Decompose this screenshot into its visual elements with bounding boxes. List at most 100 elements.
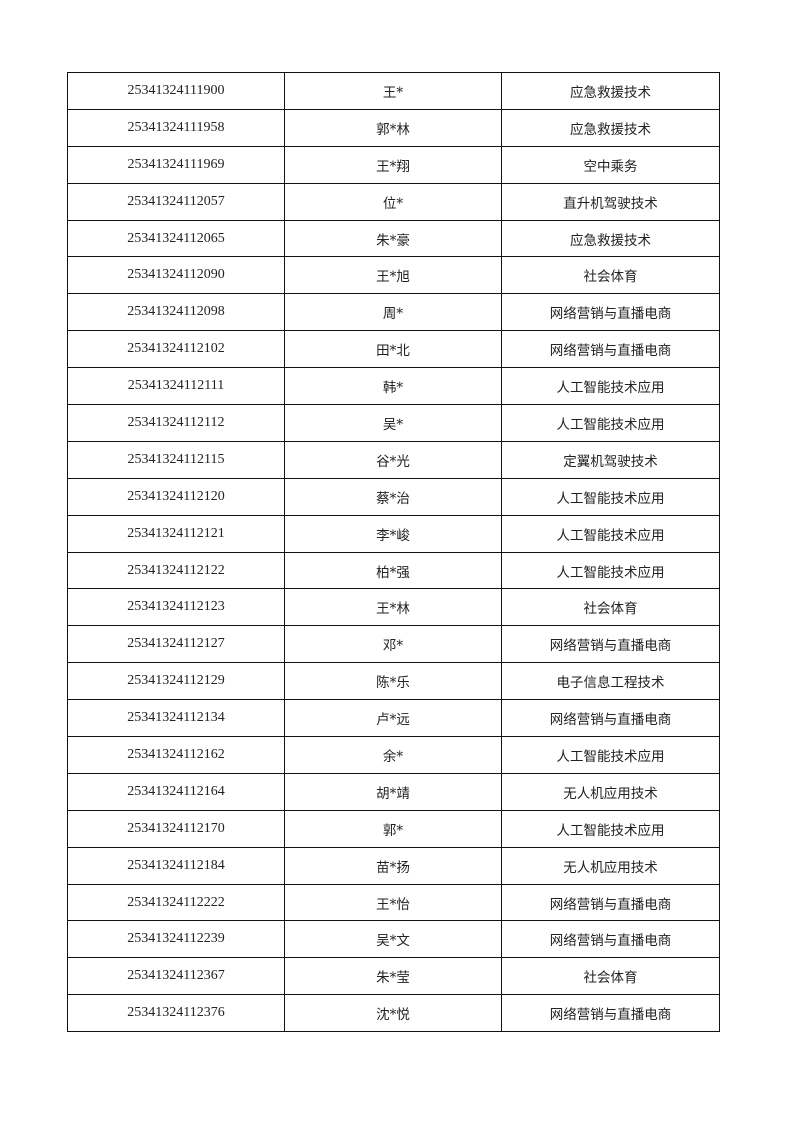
table-row: 25341324112057 位* 直升机驾驶技术 [67, 182, 720, 221]
student-id-cell: 25341324112222 [67, 883, 285, 922]
name-cell: 蔡*治 [284, 477, 502, 516]
table-row: 25341324111958 郭*林 应急救援技术 [67, 108, 720, 147]
table-row: 25341324112184 苗*扬 无人机应用技术 [67, 846, 720, 885]
name-cell: 王*旭 [284, 256, 502, 295]
table-row: 25341324112170 郭* 人工智能技术应用 [67, 809, 720, 848]
student-id-cell: 25341324112367 [67, 957, 285, 996]
name-cell: 沈*悦 [284, 994, 502, 1033]
table-row: 25341324112120 蔡*治 人工智能技术应用 [67, 477, 720, 516]
table-row: 25341324112164 胡*靖 无人机应用技术 [67, 772, 720, 811]
major-cell: 应急救援技术 [501, 72, 720, 110]
table-row: 25341324112121 李*峻 人工智能技术应用 [67, 514, 720, 553]
major-cell: 人工智能技术应用 [501, 736, 720, 774]
table-row: 25341324111969 王*翔 空中乘务 [67, 145, 720, 184]
major-cell: 应急救援技术 [501, 219, 720, 258]
table-row: 25341324112112 吴* 人工智能技术应用 [67, 404, 720, 442]
name-cell: 苗*扬 [284, 846, 502, 885]
name-cell: 王*翔 [284, 145, 502, 184]
major-cell: 无人机应用技术 [501, 846, 720, 885]
table-row: 25341324112065 朱*豪 应急救援技术 [67, 219, 720, 258]
major-cell: 网络营销与直播电商 [501, 293, 720, 332]
name-cell: 韩* [284, 367, 502, 406]
name-cell: 卢*远 [284, 699, 502, 738]
student-id-cell: 25341324112127 [67, 625, 285, 664]
table-row: 25341324112102 田*北 网络营销与直播电商 [67, 330, 720, 369]
major-cell: 网络营销与直播电商 [501, 625, 720, 664]
student-id-cell: 25341324112098 [67, 293, 285, 332]
name-cell: 田*北 [284, 330, 502, 369]
name-cell: 吴* [284, 404, 502, 442]
student-id-cell: 25341324112162 [67, 736, 285, 774]
student-id-cell: 25341324111958 [67, 108, 285, 147]
student-id-cell: 25341324111900 [67, 72, 285, 110]
student-id-cell: 25341324112112 [67, 404, 285, 442]
name-cell: 胡*靖 [284, 772, 502, 811]
table-row: 25341324112376 沈*悦 网络营销与直播电商 [67, 994, 720, 1033]
major-cell: 电子信息工程技术 [501, 662, 720, 701]
major-cell: 社会体育 [501, 256, 720, 295]
major-cell: 应急救援技术 [501, 108, 720, 147]
table-row: 25341324112239 吴*文 网络营销与直播电商 [67, 920, 720, 959]
table-row: 25341324112090 王*旭 社会体育 [67, 256, 720, 295]
student-id-cell: 25341324112376 [67, 994, 285, 1033]
name-cell: 王*怡 [284, 883, 502, 922]
name-cell: 朱*莹 [284, 957, 502, 996]
student-id-cell: 25341324111969 [67, 145, 285, 184]
name-cell: 郭*林 [284, 108, 502, 147]
name-cell: 周* [284, 293, 502, 332]
major-cell: 网络营销与直播电商 [501, 699, 720, 738]
major-cell: 人工智能技术应用 [501, 367, 720, 406]
table-row: 25341324112222 王*怡 网络营销与直播电商 [67, 883, 720, 922]
name-cell: 柏*强 [284, 551, 502, 590]
major-cell: 定翼机驾驶技术 [501, 440, 720, 479]
name-cell: 吴*文 [284, 920, 502, 959]
table-row: 25341324112122 柏*强 人工智能技术应用 [67, 551, 720, 590]
student-id-cell: 25341324112120 [67, 477, 285, 516]
major-cell: 人工智能技术应用 [501, 404, 720, 442]
student-id-cell: 25341324112111 [67, 367, 285, 406]
name-cell: 王*林 [284, 588, 502, 627]
major-cell: 网络营销与直播电商 [501, 994, 720, 1033]
name-cell: 王* [284, 72, 502, 110]
student-id-cell: 25341324112122 [67, 551, 285, 590]
major-cell: 人工智能技术应用 [501, 514, 720, 553]
table-row: 25341324112367 朱*莹 社会体育 [67, 957, 720, 996]
major-cell: 无人机应用技术 [501, 772, 720, 811]
major-cell: 空中乘务 [501, 145, 720, 184]
student-id-cell: 25341324112184 [67, 846, 285, 885]
table-row: 25341324112111 韩* 人工智能技术应用 [67, 367, 720, 406]
student-id-cell: 25341324112065 [67, 219, 285, 258]
student-id-cell: 25341324112239 [67, 920, 285, 959]
student-id-cell: 25341324112134 [67, 699, 285, 738]
name-cell: 余* [284, 736, 502, 774]
table-row: 25341324112115 谷*光 定翼机驾驶技术 [67, 440, 720, 479]
student-id-cell: 25341324112102 [67, 330, 285, 369]
major-cell: 网络营销与直播电商 [501, 883, 720, 922]
major-cell: 人工智能技术应用 [501, 477, 720, 516]
major-cell: 网络营销与直播电商 [501, 920, 720, 959]
table-body: 25341324111900 王* 应急救援技术 25341324111958 郭*林应… [67, 72, 720, 1033]
student-id-cell: 25341324112090 [67, 256, 285, 295]
name-cell: 郭* [284, 809, 502, 848]
name-cell: 陈*乐 [284, 662, 502, 701]
name-cell: 邓* [284, 625, 502, 664]
table-row: 25341324112162 余* 人工智能技术应用 [67, 736, 720, 774]
major-cell: 网络营销与直播电商 [501, 330, 720, 369]
table-row: 25341324112127 邓* 网络营销与直播电商 [67, 625, 720, 664]
major-cell: 社会体育 [501, 588, 720, 627]
student-id-cell: 25341324112123 [67, 588, 285, 627]
student-id-cell: 25341324112057 [67, 182, 285, 221]
student-id-cell: 25341324112170 [67, 809, 285, 848]
admission-list-table: 25341324111900 王* 应急救援技术 25341324111958 郭*林应… [67, 72, 720, 1033]
table-row: 25341324112129 陈*乐 电子信息工程技术 [67, 662, 720, 701]
table-row: 25341324112134 卢*远 网络营销与直播电商 [67, 699, 720, 738]
name-cell: 朱*豪 [284, 219, 502, 258]
major-cell: 人工智能技术应用 [501, 809, 720, 848]
major-cell: 社会体育 [501, 957, 720, 996]
major-cell: 人工智能技术应用 [501, 551, 720, 590]
table-row: 25341324112098 周* 网络营销与直播电商 [67, 293, 720, 332]
name-cell: 李*峻 [284, 514, 502, 553]
major-cell: 直升机驾驶技术 [501, 182, 720, 221]
name-cell: 位* [284, 182, 502, 221]
student-id-cell: 25341324112115 [67, 440, 285, 479]
